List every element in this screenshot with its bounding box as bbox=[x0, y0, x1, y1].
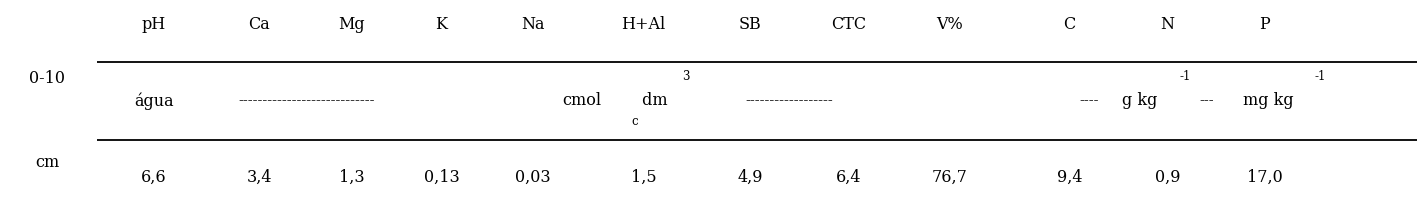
Text: dm: dm bbox=[637, 92, 668, 109]
Text: K: K bbox=[436, 16, 447, 33]
Text: 4,9: 4,9 bbox=[738, 169, 763, 186]
Text: 3,4: 3,4 bbox=[246, 169, 272, 186]
Text: 17,0: 17,0 bbox=[1246, 169, 1283, 186]
Text: água: água bbox=[134, 92, 174, 110]
Text: pH: pH bbox=[141, 16, 167, 33]
Text: 1,3: 1,3 bbox=[339, 169, 365, 186]
Text: 0,03: 0,03 bbox=[514, 169, 551, 186]
Text: 0,13: 0,13 bbox=[423, 169, 460, 186]
Text: mg kg: mg kg bbox=[1243, 92, 1294, 109]
Text: N: N bbox=[1161, 16, 1175, 33]
Text: Mg: Mg bbox=[339, 16, 365, 33]
Text: g kg: g kg bbox=[1122, 92, 1158, 109]
Text: SB: SB bbox=[739, 16, 762, 33]
Text: c: c bbox=[631, 115, 638, 128]
Text: ----------------------------: ---------------------------- bbox=[238, 94, 375, 108]
Text: CTC: CTC bbox=[832, 16, 866, 33]
Text: ------------------: ------------------ bbox=[745, 94, 833, 108]
Text: 1,5: 1,5 bbox=[631, 169, 656, 186]
Text: 6,4: 6,4 bbox=[836, 169, 862, 186]
Text: 0,9: 0,9 bbox=[1155, 169, 1180, 186]
Text: cmol: cmol bbox=[562, 92, 601, 109]
Text: 76,7: 76,7 bbox=[931, 169, 968, 186]
Text: 0-10: 0-10 bbox=[28, 70, 66, 87]
Text: -1: -1 bbox=[1179, 70, 1190, 83]
Text: 9,4: 9,4 bbox=[1057, 169, 1082, 186]
Text: ----: ---- bbox=[1079, 94, 1099, 108]
Text: Ca: Ca bbox=[248, 16, 271, 33]
Text: cm: cm bbox=[34, 154, 60, 171]
Text: ---: --- bbox=[1199, 94, 1213, 108]
Text: -1: -1 bbox=[1314, 70, 1326, 83]
Text: C: C bbox=[1064, 16, 1075, 33]
Text: 3: 3 bbox=[682, 70, 689, 83]
Text: Na: Na bbox=[521, 16, 544, 33]
Text: H+Al: H+Al bbox=[621, 16, 666, 33]
Text: P: P bbox=[1259, 16, 1270, 33]
Text: V%: V% bbox=[937, 16, 963, 33]
Text: 6,6: 6,6 bbox=[141, 169, 167, 186]
